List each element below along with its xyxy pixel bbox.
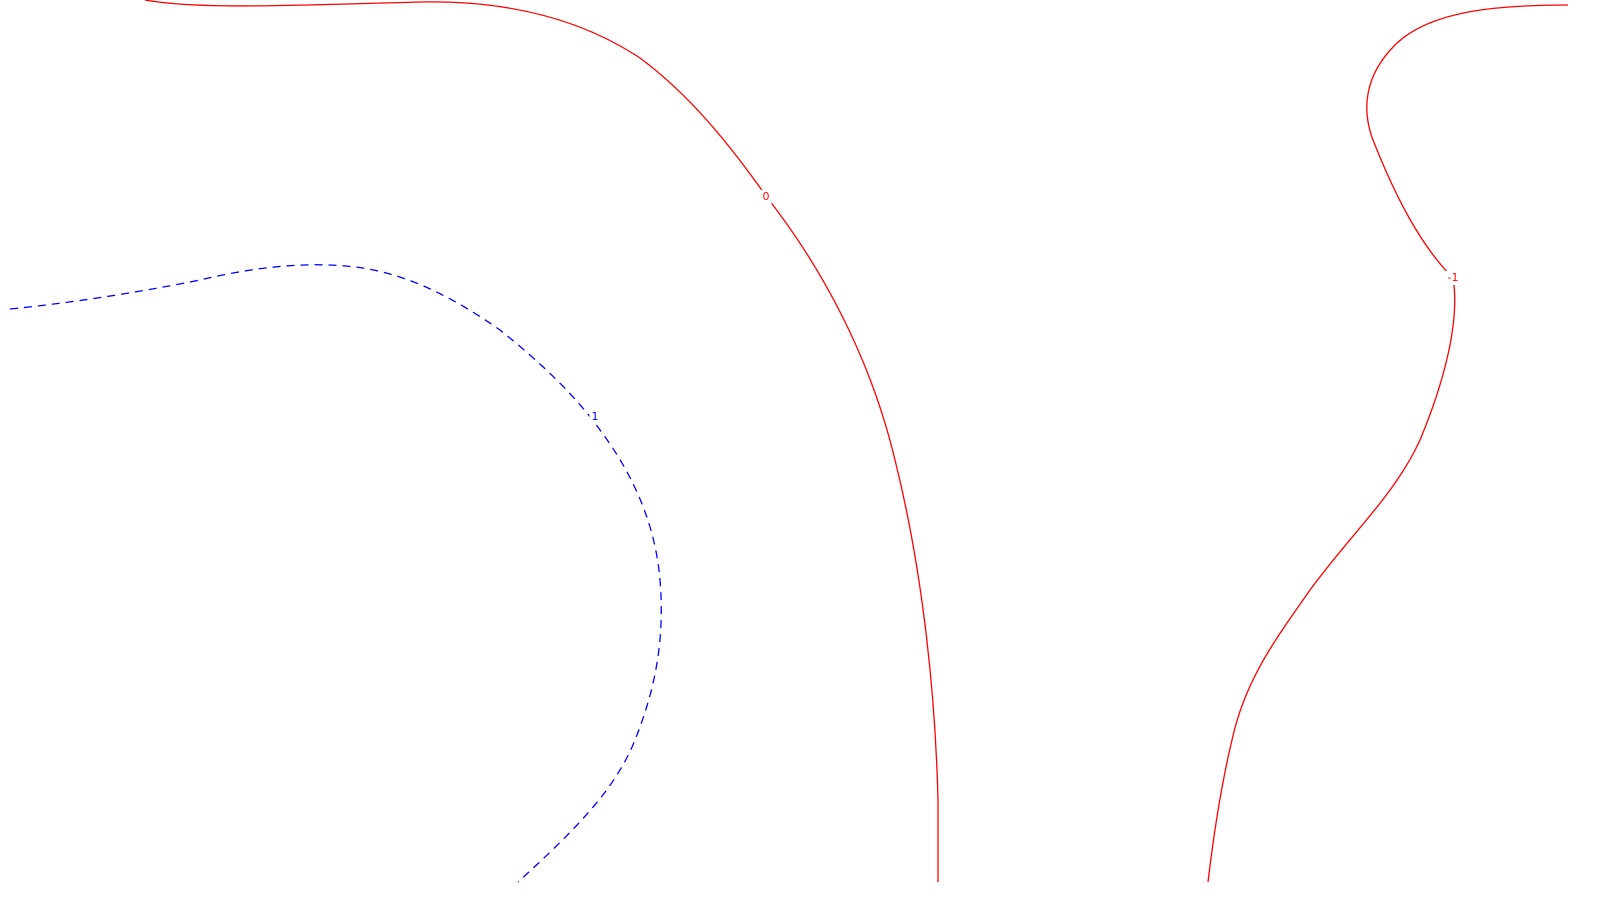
contour-label-bg-level-1 — [589, 410, 601, 424]
contour-label-bg-level-0 — [760, 190, 772, 204]
contour-label-level-1: 1 — [592, 410, 599, 423]
contour-line-level-1 — [9, 264, 662, 883]
contour-label-level-neg1: -1 — [1448, 271, 1459, 284]
contour-line-level-0 — [144, 0, 939, 882]
contour-label-bg-level-neg1 — [1444, 271, 1462, 285]
contour-label-level-0: 0 — [763, 190, 770, 203]
contour-line-level-neg1 — [1207, 4, 1569, 883]
